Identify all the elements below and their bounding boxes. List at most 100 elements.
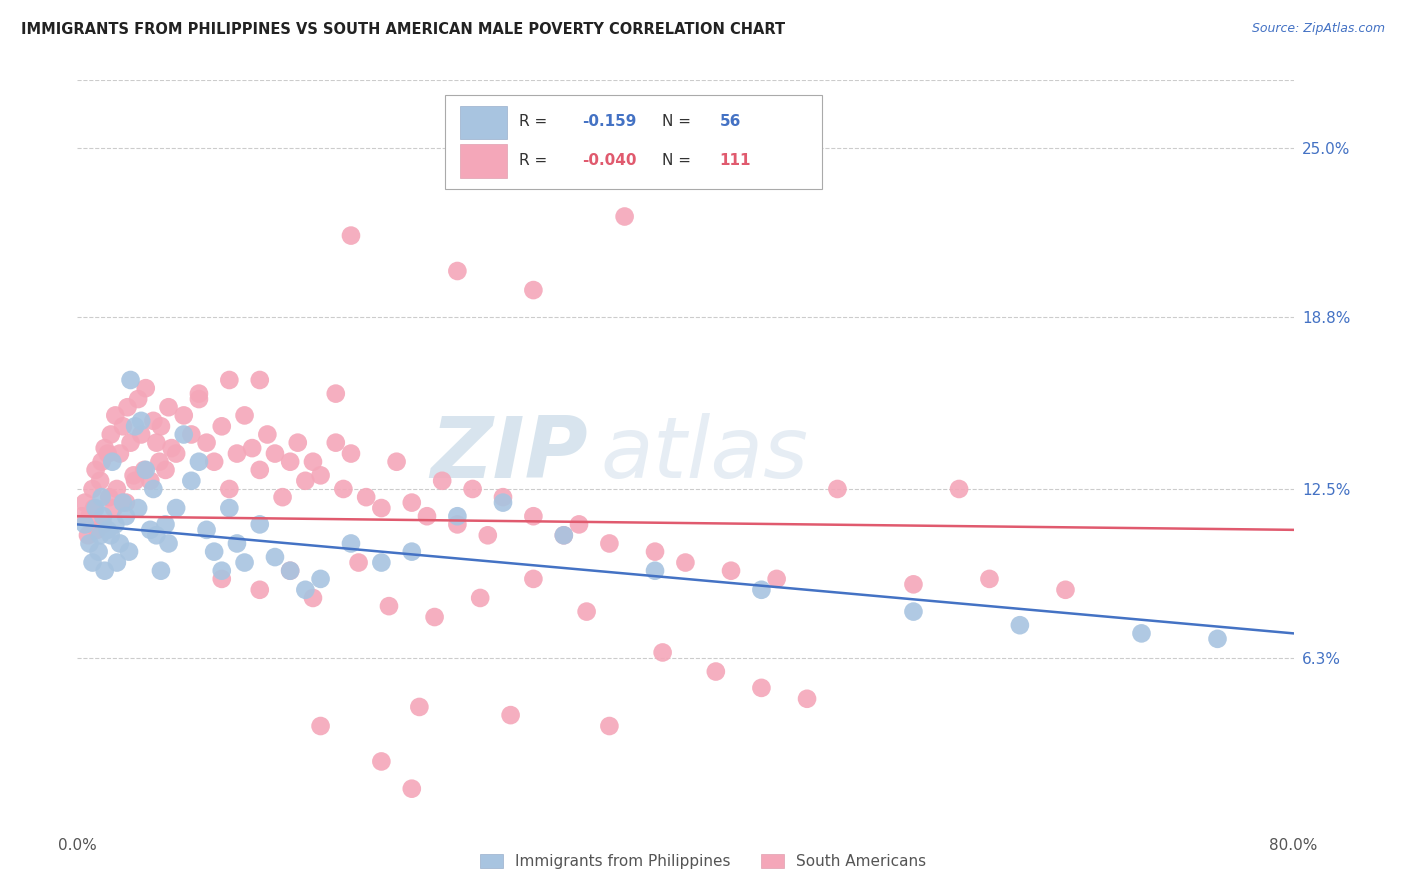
Point — [83, 501, 105, 516]
Point — [233, 409, 256, 423]
Point — [385, 455, 408, 469]
Point — [90, 455, 112, 469]
Text: 56: 56 — [720, 114, 741, 129]
Point — [145, 528, 167, 542]
Point — [446, 509, 468, 524]
Point — [264, 550, 287, 565]
Point — [1206, 632, 1229, 646]
Point — [553, 528, 575, 542]
Point — [93, 441, 115, 455]
Point — [249, 517, 271, 532]
Point — [264, 446, 287, 460]
Point — [492, 490, 515, 504]
Point — [105, 482, 128, 496]
Point — [148, 455, 170, 469]
Point — [340, 228, 363, 243]
Point — [79, 509, 101, 524]
Point — [145, 435, 167, 450]
Point — [751, 582, 773, 597]
Point — [325, 435, 347, 450]
Point — [129, 414, 152, 428]
FancyBboxPatch shape — [460, 144, 506, 178]
Point — [256, 427, 278, 442]
Point — [1130, 626, 1153, 640]
Point — [155, 517, 177, 532]
Point — [644, 564, 666, 578]
FancyBboxPatch shape — [444, 95, 821, 189]
Point — [240, 441, 263, 455]
Point — [948, 482, 970, 496]
Point — [202, 455, 225, 469]
Point — [195, 523, 218, 537]
Point — [142, 414, 165, 428]
Point — [408, 700, 430, 714]
Point — [211, 572, 233, 586]
Point — [218, 482, 240, 496]
Point — [211, 564, 233, 578]
Point — [461, 482, 484, 496]
Point — [378, 599, 401, 614]
Point — [294, 474, 316, 488]
Point — [340, 446, 363, 460]
Point — [100, 427, 122, 442]
Point — [613, 210, 636, 224]
Text: atlas: atlas — [600, 413, 808, 497]
Point — [309, 572, 332, 586]
Point — [104, 409, 127, 423]
Point — [86, 523, 108, 537]
Point — [765, 572, 787, 586]
Point — [91, 509, 114, 524]
Point — [332, 482, 354, 496]
Point — [122, 468, 145, 483]
Point — [575, 605, 598, 619]
Point — [73, 495, 96, 509]
Point — [522, 509, 544, 524]
Point — [278, 455, 301, 469]
Point — [325, 386, 347, 401]
Point — [470, 591, 492, 605]
Point — [401, 544, 423, 558]
Point — [720, 564, 742, 578]
Text: N =: N = — [662, 153, 696, 168]
Point — [188, 455, 211, 469]
Point — [309, 719, 332, 733]
Point — [553, 528, 575, 542]
Point — [93, 564, 115, 578]
Point — [644, 544, 666, 558]
Point — [180, 427, 202, 442]
Point — [401, 781, 423, 796]
Point — [70, 509, 93, 524]
Point — [97, 446, 120, 460]
Point — [77, 528, 100, 542]
Point — [84, 463, 107, 477]
Point — [100, 528, 122, 542]
Text: 111: 111 — [720, 153, 751, 168]
Point — [118, 544, 141, 558]
Point — [155, 463, 177, 477]
Point — [120, 373, 142, 387]
Point — [354, 490, 377, 504]
Point — [226, 536, 249, 550]
Point — [91, 517, 114, 532]
Point — [149, 564, 172, 578]
Point — [233, 556, 256, 570]
Point — [675, 556, 697, 570]
Point — [149, 419, 172, 434]
Point — [1008, 618, 1031, 632]
Point — [117, 401, 139, 415]
Point — [499, 708, 522, 723]
Point — [522, 283, 544, 297]
Point — [195, 435, 218, 450]
Point — [124, 419, 146, 434]
Point — [73, 517, 96, 532]
Point — [139, 474, 162, 488]
Point — [89, 528, 111, 542]
Point — [165, 501, 187, 516]
Point — [89, 474, 111, 488]
Point — [370, 556, 392, 570]
Text: -0.040: -0.040 — [582, 153, 637, 168]
Point — [446, 517, 468, 532]
Point — [827, 482, 849, 496]
Point — [173, 427, 195, 442]
Point — [127, 392, 149, 406]
